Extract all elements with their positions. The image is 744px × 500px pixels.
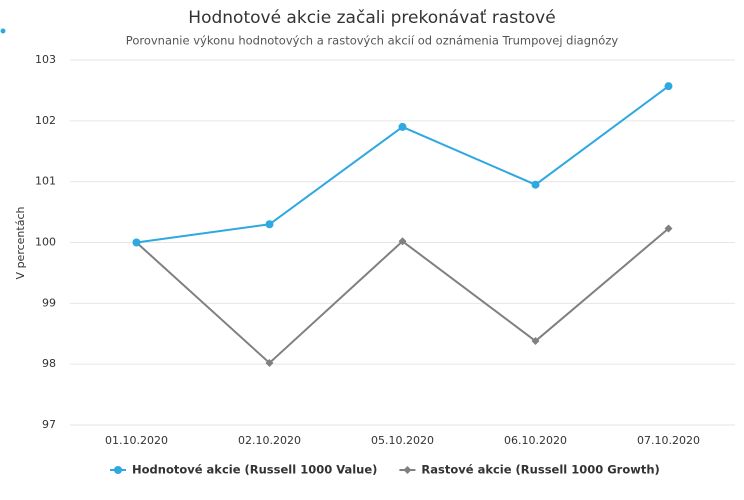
- legend-item[interactable]: Rastové akcie (Russell 1000 Growth): [399, 463, 660, 477]
- point: [403, 466, 412, 474]
- point: [398, 122, 407, 131]
- x-tick-label: 07.10.2020: [637, 434, 700, 447]
- point: [265, 358, 274, 367]
- y-tick-label: 103: [35, 53, 56, 66]
- x-tick-label: 05.10.2020: [371, 434, 434, 447]
- y-axis-label: V percentách: [14, 207, 27, 280]
- chart-title: Hodnotové akcie začali prekonávať rastov…: [188, 8, 555, 28]
- legend-item[interactable]: Hodnotové akcie (Russell 1000 Value): [110, 463, 377, 477]
- point: [265, 220, 274, 229]
- line: [136, 85, 670, 244]
- decor-dot: [0, 28, 6, 34]
- point: [531, 337, 540, 346]
- line: [135, 227, 670, 365]
- legend-label: Hodnotové akcie (Russell 1000 Value): [132, 463, 377, 477]
- chart-subtitle: Porovnanie výkonu hodnotových a rastovýc…: [126, 34, 619, 48]
- point: [398, 237, 407, 246]
- x-tick-label: 02.10.2020: [238, 434, 301, 447]
- point: [114, 466, 122, 474]
- point: [531, 180, 540, 189]
- point: [664, 82, 673, 91]
- point: [132, 238, 141, 247]
- x-tick-label: 01.10.2020: [105, 434, 168, 447]
- y-tick-label: 99: [42, 296, 56, 309]
- y-tick-label: 98: [42, 357, 56, 370]
- legend-label: Rastové akcie (Russell 1000 Growth): [421, 463, 659, 477]
- y-tick-label: 97: [42, 418, 56, 431]
- y-tick-label: 100: [35, 236, 56, 249]
- y-tick-label: 101: [35, 175, 56, 188]
- y-tick-label: 102: [35, 114, 56, 127]
- point: [664, 224, 673, 233]
- x-tick-label: 06.10.2020: [504, 434, 567, 447]
